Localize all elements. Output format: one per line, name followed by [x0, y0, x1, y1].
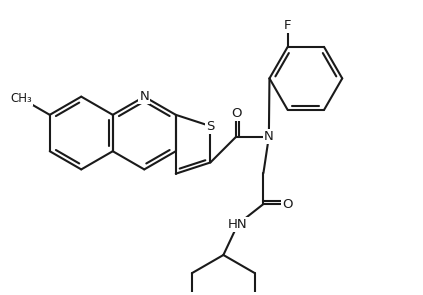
Text: O: O [231, 106, 242, 119]
Text: N: N [140, 90, 149, 103]
Text: F: F [284, 19, 291, 32]
Text: O: O [282, 198, 292, 211]
Text: S: S [206, 119, 214, 132]
Text: HN: HN [228, 218, 248, 231]
Text: N: N [264, 130, 274, 143]
Text: CH₃: CH₃ [11, 92, 32, 105]
